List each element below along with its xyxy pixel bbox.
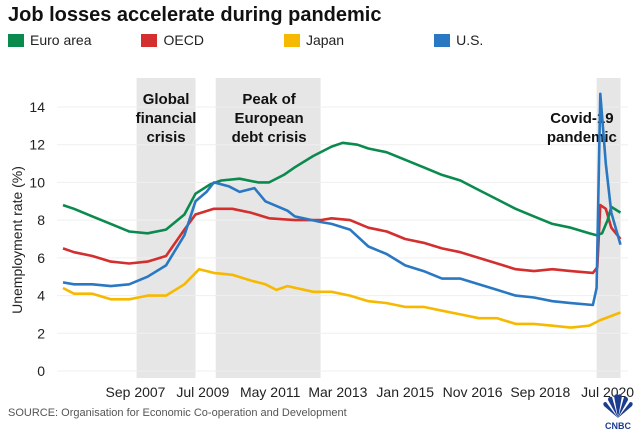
x-tick-label: May 2011 — [240, 384, 301, 400]
y-tick-label: 14 — [29, 99, 45, 115]
y-tick-label: 6 — [37, 250, 45, 266]
series-line-japan — [62, 267, 621, 329]
legend-swatch — [8, 33, 24, 47]
chart-title: Job losses accelerate during pandemic — [8, 4, 382, 26]
x-tick-label: Nov 2016 — [443, 384, 503, 400]
legend-swatch — [283, 33, 300, 47]
series-line-euro-area — [62, 141, 622, 237]
shaded-period-label: Peak of — [242, 91, 296, 108]
shaded-period-label: crisis — [146, 129, 185, 146]
x-tick-label: Jan 2015 — [376, 384, 434, 400]
series-line-u-s- — [62, 92, 622, 307]
legend-item: Euro area — [8, 32, 91, 48]
y-tick-label: 12 — [29, 137, 45, 153]
shaded-period-label: financial — [136, 110, 197, 127]
y-tick-label: 8 — [37, 212, 45, 228]
series-line-oecd — [62, 203, 622, 275]
shaded-period-band — [596, 78, 621, 378]
legend-swatch — [434, 33, 451, 47]
legend: Euro area OECD Japan U.S. — [8, 32, 483, 48]
cnbc-logo: CNBC — [603, 394, 633, 431]
legend-item: U.S. — [434, 32, 483, 48]
y-tick-label: 4 — [37, 288, 45, 304]
shaded-period-label: European — [234, 110, 303, 127]
legend-label: Japan — [305, 32, 345, 48]
shaded-period-label: debt crisis — [232, 129, 307, 146]
x-tick-label: Sep 2018 — [510, 384, 570, 400]
legend-item: Japan — [283, 32, 345, 48]
y-tick-label: 2 — [37, 325, 45, 341]
legend-item: OECD — [141, 32, 204, 48]
shaded-period-label: pandemic — [547, 129, 617, 146]
legend-swatch — [141, 33, 158, 47]
shaded-period-band — [215, 78, 321, 378]
y-axis-label: Unemployment rate (%) — [9, 166, 25, 314]
shaded-period-label: Covid-19 — [550, 110, 613, 127]
x-tick-label: Sep 2007 — [106, 384, 166, 400]
svg-text:CNBC: CNBC — [605, 421, 631, 431]
x-tick-label: Mar 2013 — [308, 384, 367, 400]
legend-label: U.S. — [456, 32, 484, 48]
x-tick-label: Jul 2009 — [176, 384, 229, 400]
legend-label: OECD — [163, 32, 204, 48]
shaded-period-label: Global — [143, 91, 190, 108]
y-tick-label: 10 — [29, 174, 45, 190]
source-note: SOURCE: Organisation for Economic Co-ope… — [8, 407, 347, 419]
legend-label: Euro area — [30, 32, 92, 48]
y-tick-label: 0 — [37, 363, 45, 379]
